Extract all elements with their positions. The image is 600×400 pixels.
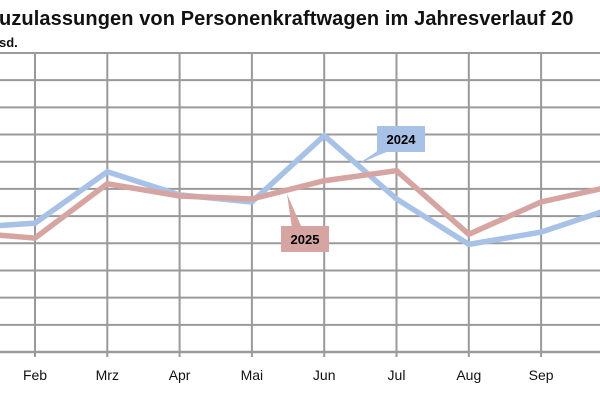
x-tick-label: Apr <box>169 367 191 383</box>
x-tick-label: Jul <box>388 367 406 383</box>
series-line-2024 <box>0 131 600 248</box>
x-tick-label: Sep <box>529 367 554 383</box>
callout-box-2024 <box>377 126 425 152</box>
x-tick-label: Mai <box>241 367 264 383</box>
series-line-2025 <box>0 167 600 241</box>
chart-title: uzulassungen von Personenkraftwagen im J… <box>0 8 574 30</box>
series-lines <box>0 131 600 248</box>
callout-pointer-2025 <box>287 194 302 228</box>
x-tick-label: Feb <box>23 367 47 383</box>
label-2024: 2024 <box>358 126 425 164</box>
series-label-2025: 2025 <box>291 232 320 247</box>
x-axis-ticks: JanFebMrzAprMaiJunJulAugSepOkt <box>23 367 554 383</box>
callout-box-2025 <box>281 226 329 252</box>
x-tick-label: Mrz <box>96 367 119 383</box>
x-tick-label: Aug <box>456 367 481 383</box>
chart-subtitle: sd. <box>0 35 18 50</box>
grid <box>0 52 600 357</box>
series-label-2024: 2024 <box>387 132 417 147</box>
label-2025: 2025 <box>281 194 329 252</box>
x-tick-label: Jun <box>313 367 336 383</box>
